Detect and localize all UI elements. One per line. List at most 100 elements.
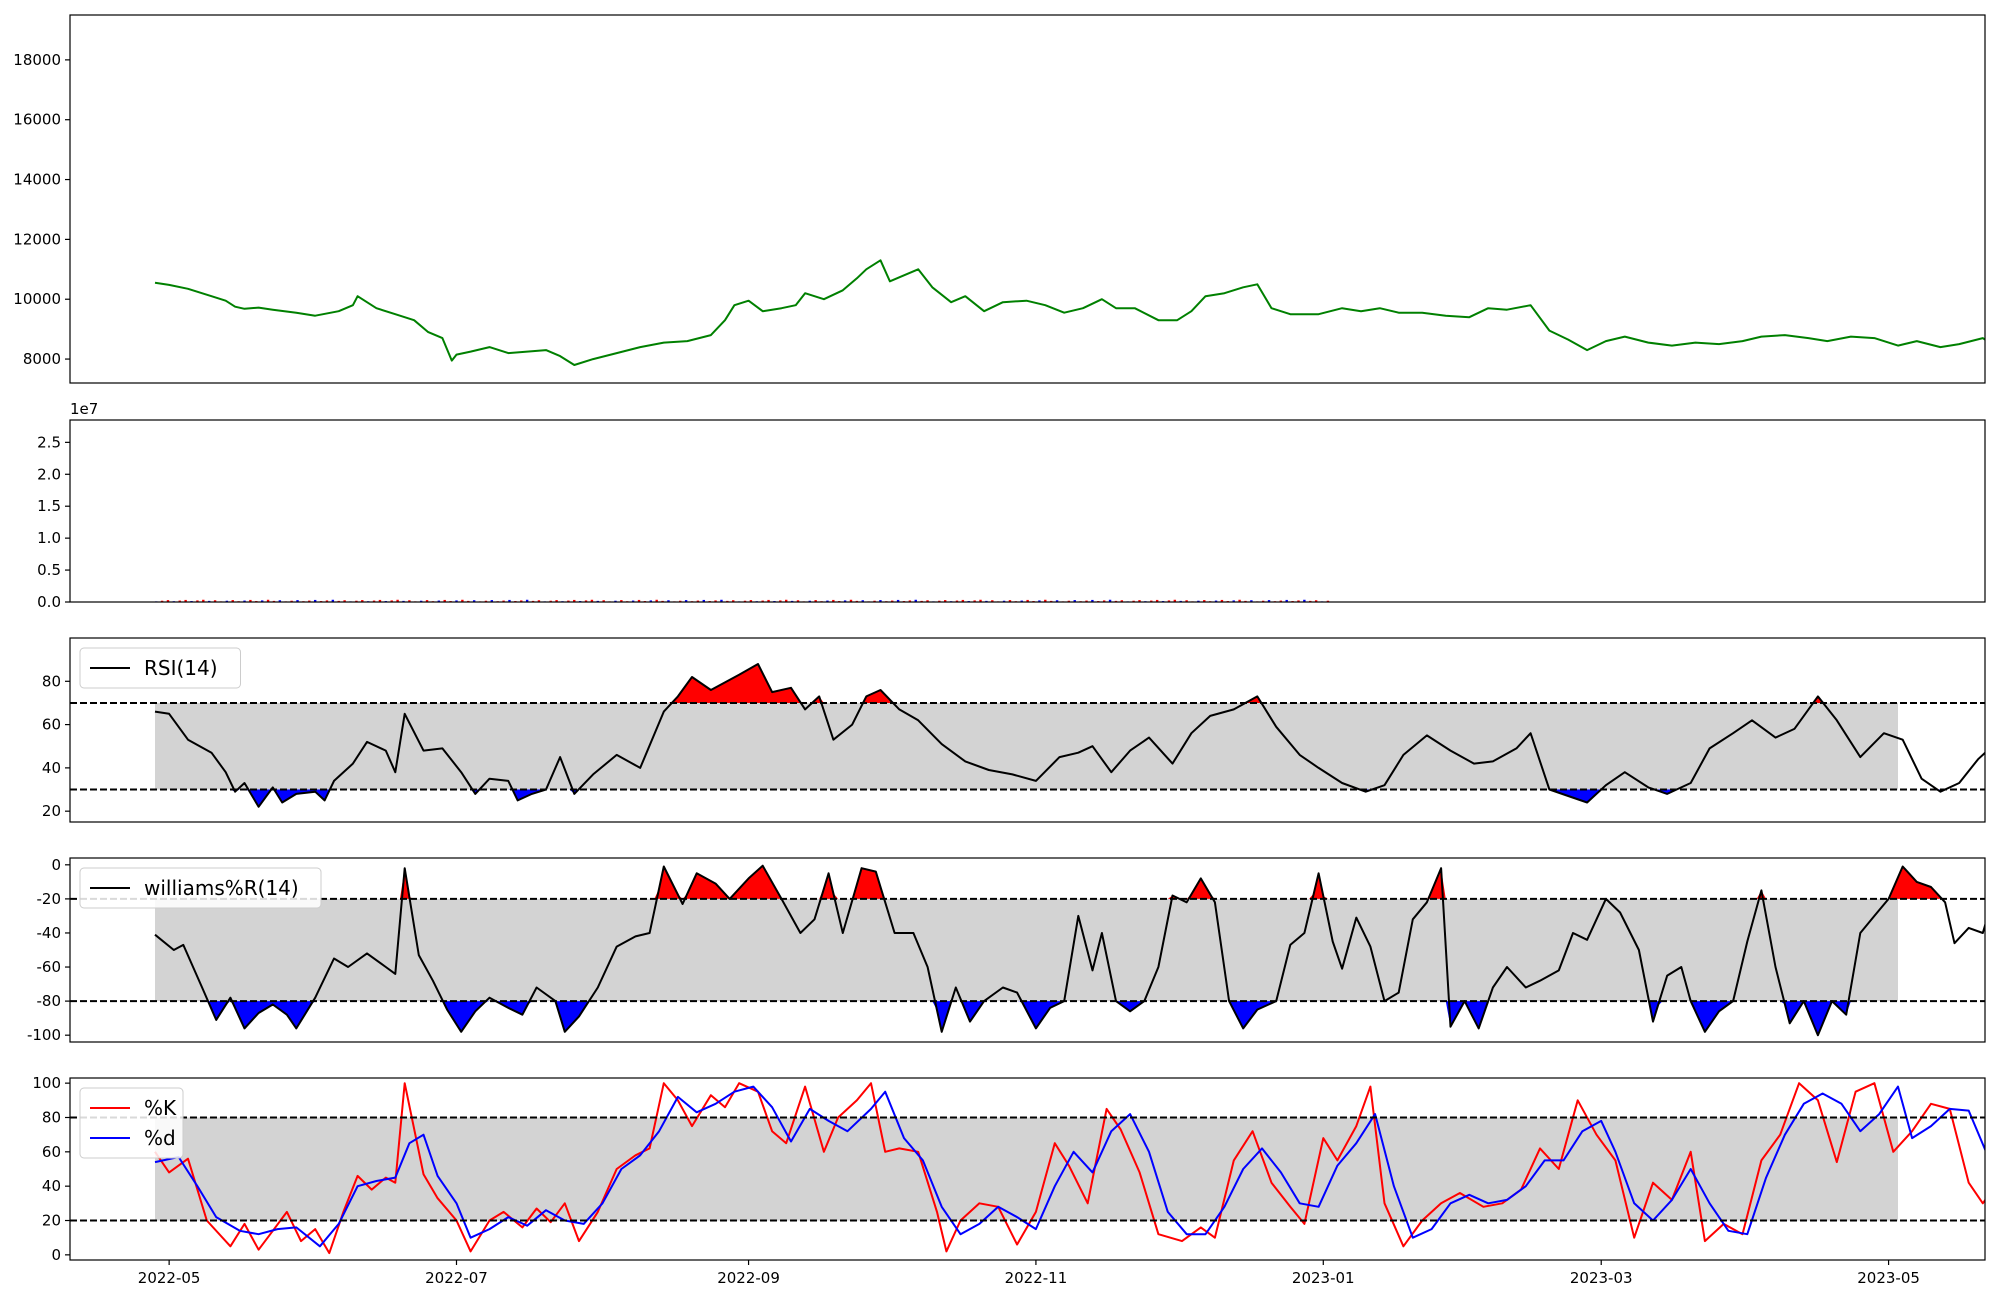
volume-bar bbox=[620, 600, 623, 602]
rsi-panel: 20 40 60 80 RSI(14) bbox=[42, 637, 1986, 823]
volume-bar bbox=[573, 599, 576, 602]
volume-bar bbox=[590, 599, 594, 602]
x-tick-label: 2022-05 bbox=[138, 1269, 201, 1287]
x-tick-label: 2022-11 bbox=[1005, 1269, 1068, 1287]
volume-bar bbox=[1285, 599, 1288, 602]
x-tick-label: 2023-03 bbox=[1570, 1269, 1633, 1287]
y-tick-label: 14000 bbox=[13, 171, 61, 189]
volume-bar bbox=[1044, 599, 1047, 602]
volume-bar bbox=[943, 600, 947, 602]
volume-bar bbox=[160, 600, 164, 602]
d-line bbox=[154, 1085, 1985, 1248]
volume-bar bbox=[355, 600, 358, 602]
y-tick-label: 16000 bbox=[13, 111, 61, 129]
volume-bar bbox=[584, 600, 588, 602]
volume-bar bbox=[1138, 600, 1141, 602]
volume-bar bbox=[1132, 600, 1135, 602]
x-tick-label: 2023-05 bbox=[1857, 1269, 1920, 1287]
x-axis: 2022-05 2022-07 2022-09 2022-11 2023-01 2023-… bbox=[138, 1260, 1920, 1287]
volume-bar bbox=[266, 599, 270, 602]
volume-bar bbox=[508, 599, 511, 602]
axes-frame bbox=[69, 419, 1986, 603]
volume-bar bbox=[331, 599, 335, 602]
y-tick-label: 60 bbox=[42, 1143, 61, 1161]
volume-bar bbox=[1073, 600, 1076, 602]
volume-bar bbox=[938, 600, 941, 602]
volume-bar bbox=[785, 599, 788, 602]
price-panel: 8000 10000 12000 14000 16000 18000 bbox=[13, 14, 1986, 384]
legend-box bbox=[79, 1087, 184, 1159]
axes-frame bbox=[69, 14, 1986, 384]
volume-bar bbox=[849, 599, 853, 602]
volume-bar bbox=[1102, 600, 1106, 602]
x-tick-label: 2022-09 bbox=[717, 1269, 780, 1287]
volume-bar bbox=[879, 600, 882, 602]
williams-r-panel: -100 -80 -60 -40 -20 0 williams%R(14) bbox=[27, 856, 1986, 1044]
volume-bar bbox=[390, 600, 393, 602]
volume-bar bbox=[891, 600, 894, 602]
volume-bar bbox=[178, 600, 181, 602]
rsi14-line bbox=[154, 663, 1985, 808]
volume-bar bbox=[1108, 599, 1112, 602]
volume-bar bbox=[1002, 600, 1006, 602]
y-tick-label: 60 bbox=[42, 716, 61, 734]
volume-bar bbox=[1250, 600, 1253, 602]
volume-bar bbox=[991, 600, 994, 602]
volume-bar bbox=[1067, 600, 1071, 602]
volume-bar bbox=[1173, 599, 1177, 602]
volume-bar bbox=[679, 600, 682, 602]
volume-bar bbox=[313, 599, 317, 602]
legend-box bbox=[79, 867, 322, 909]
y-tick-label: 10000 bbox=[13, 290, 61, 308]
y-tick-label: -20 bbox=[37, 890, 62, 908]
volume-bar bbox=[696, 600, 700, 602]
volume-bar bbox=[873, 600, 876, 602]
volume-bar bbox=[955, 600, 959, 602]
volume-bar bbox=[555, 600, 558, 602]
volume-bar bbox=[1185, 600, 1188, 602]
volume-bar bbox=[461, 599, 464, 602]
volume-bar bbox=[602, 600, 605, 602]
volume-bar bbox=[1214, 600, 1218, 602]
y-tick-label: 8000 bbox=[23, 350, 61, 368]
y-tick-label: -60 bbox=[37, 958, 62, 976]
volume-bar bbox=[296, 600, 299, 602]
volume-bar bbox=[832, 599, 835, 602]
volume-bar bbox=[961, 599, 965, 602]
volume-bar bbox=[1038, 600, 1041, 602]
y-tick-label: 80 bbox=[42, 672, 61, 690]
volume-bar bbox=[767, 599, 770, 602]
volume-bar bbox=[843, 600, 847, 602]
volume-bar bbox=[419, 600, 423, 602]
offset-label: 1e7 bbox=[70, 400, 98, 418]
volume-bar bbox=[973, 600, 976, 602]
y-tick-label: 100 bbox=[32, 1074, 61, 1092]
volume-bar bbox=[490, 600, 494, 602]
neutral-band bbox=[155, 898, 1898, 1002]
volume-bar bbox=[684, 600, 688, 602]
volume-bar bbox=[425, 600, 429, 602]
volume-panel: 0.0 0.5 1.0 1.5 2.0 2.5 1e7 bbox=[37, 400, 1986, 611]
y-tick-label: 1.0 bbox=[37, 529, 61, 547]
volume-bar bbox=[361, 600, 364, 602]
volume-bar bbox=[1008, 600, 1012, 602]
y-tick-label: -40 bbox=[37, 924, 62, 942]
y-tick-label: 0 bbox=[51, 1246, 61, 1264]
volume-bar bbox=[1326, 600, 1330, 602]
y-tick-label: 20 bbox=[42, 802, 61, 820]
volume-bar bbox=[1314, 600, 1318, 602]
volume-bar bbox=[325, 600, 329, 602]
volume-bar bbox=[408, 600, 411, 602]
legend-box bbox=[79, 647, 241, 689]
neutral-band bbox=[155, 702, 1898, 790]
volume-bar bbox=[372, 600, 376, 602]
volume-bar bbox=[761, 600, 764, 602]
volume-bar bbox=[655, 599, 658, 602]
volume-bar bbox=[225, 600, 229, 602]
y-tick-label: 1.5 bbox=[37, 497, 61, 515]
volume-bar bbox=[667, 600, 670, 602]
volume-bar bbox=[472, 600, 476, 602]
y-tick-label: 40 bbox=[42, 1177, 61, 1195]
volume-bar bbox=[649, 600, 652, 602]
volume-bar bbox=[1020, 600, 1023, 602]
